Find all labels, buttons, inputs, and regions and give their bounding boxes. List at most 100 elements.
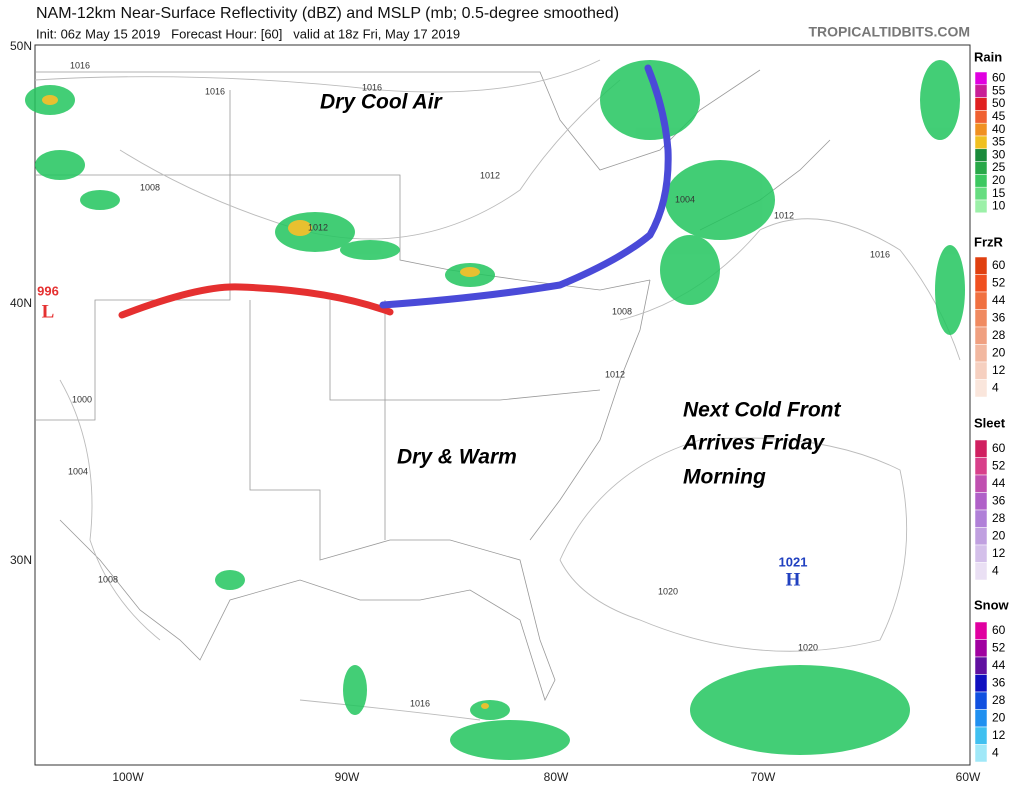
legend-swatch — [974, 709, 988, 728]
isobar-label: 1016 — [70, 60, 90, 70]
isobar-label: 1008 — [612, 306, 632, 316]
lon-label: 70W — [751, 770, 776, 784]
legend-swatch — [974, 135, 988, 150]
legend-title: Sleet — [974, 415, 1006, 430]
legend-level: 4 — [992, 380, 999, 394]
legend-swatch — [974, 174, 988, 188]
legend-swatch — [974, 84, 988, 98]
isobar-label: 1012 — [480, 170, 500, 180]
map-frame — [34, 44, 971, 766]
legend-level: 12 — [992, 728, 1006, 742]
map — [25, 44, 971, 766]
legend-swatch — [974, 291, 988, 310]
legend-level: 12 — [992, 546, 1006, 560]
legend-swatch — [974, 97, 988, 111]
lat-label: 50N — [10, 39, 32, 53]
legend-level: 36 — [992, 310, 1006, 324]
legend-swatch — [974, 691, 988, 710]
legend-swatch — [974, 326, 988, 345]
legend-level: 20 — [992, 345, 1006, 359]
legend-swatch — [974, 110, 988, 124]
isobar-label: 1016 — [205, 86, 225, 96]
legend-swatch — [974, 274, 988, 293]
isobar-label: 1020 — [658, 586, 678, 596]
pressure-value: 996 — [37, 283, 59, 298]
legend-level: 10 — [992, 199, 1006, 213]
annotation: Arrives Friday — [682, 432, 826, 455]
legend-level: 12 — [992, 363, 1006, 377]
legend-level: 28 — [992, 693, 1006, 707]
legend-level: 4 — [992, 745, 999, 759]
legend-level: 44 — [992, 658, 1006, 672]
legend-swatch — [974, 361, 988, 380]
lat-label: 30N — [10, 553, 32, 567]
legend-level: 30 — [992, 147, 1006, 161]
legend-swatch — [974, 621, 988, 640]
legend-swatch — [974, 639, 988, 658]
legend-title: Rain — [974, 49, 1002, 64]
legend-swatch — [974, 379, 988, 398]
legend-title: FrzR — [974, 234, 1004, 249]
legend-title: Snow — [974, 597, 1010, 612]
legend-swatch — [974, 562, 988, 581]
legend-level: 20 — [992, 528, 1006, 542]
isobar-label: 1008 — [98, 574, 118, 584]
pressure-symbol: H — [786, 569, 801, 590]
isobar-label: 1012 — [308, 222, 328, 232]
legend-swatch — [974, 656, 988, 675]
legend-level: 35 — [992, 135, 1006, 149]
legend-level: 44 — [992, 293, 1006, 307]
precip — [25, 60, 965, 760]
legend-level: 15 — [992, 186, 1006, 200]
legend-swatch — [974, 256, 988, 275]
legend-swatch — [974, 148, 988, 162]
isobar-label: 1012 — [774, 210, 794, 220]
legend-level: 52 — [992, 458, 1006, 472]
legend-swatch — [974, 474, 988, 493]
legend-level: 45 — [992, 109, 1006, 123]
annotation: Dry Cool Air — [320, 91, 444, 114]
legend-level: 28 — [992, 328, 1006, 342]
isobar-label: 1004 — [68, 466, 88, 476]
lat-label: 40N — [10, 296, 32, 310]
legend-swatch — [974, 199, 988, 214]
legend-level: 25 — [992, 160, 1006, 174]
isobar-label: 1016 — [870, 249, 890, 259]
legend-swatch — [974, 726, 988, 745]
legend-level: 60 — [992, 258, 1006, 272]
legend-swatch — [974, 71, 988, 86]
legend-swatch — [974, 161, 988, 175]
legend-swatch — [974, 457, 988, 476]
legend-level: 4 — [992, 563, 999, 577]
legend-swatch — [974, 439, 988, 458]
borders — [35, 69, 831, 702]
isobar-label: 1016 — [362, 82, 382, 92]
annotation: Dry & Warm — [397, 446, 517, 469]
legend-level: 44 — [992, 476, 1006, 490]
legend-swatch — [974, 344, 988, 363]
warm-front — [118, 283, 394, 319]
heavy-precip — [42, 95, 489, 709]
isobar-label: 1004 — [675, 194, 695, 204]
isobar-label: 1008 — [140, 182, 160, 192]
legend-level: 60 — [992, 623, 1006, 637]
legend-swatch — [974, 492, 988, 511]
legend-level: 20 — [992, 710, 1006, 724]
legend-level: 50 — [992, 96, 1006, 110]
lon-label: 80W — [544, 770, 569, 784]
legend-level: 52 — [992, 275, 1006, 289]
legend-level: 60 — [992, 71, 1006, 85]
legend-swatch — [974, 544, 988, 563]
lon-label: 100W — [112, 770, 144, 784]
legend-level: 36 — [992, 675, 1006, 689]
subtitle: Init: 06z May 15 2019 Forecast Hour: [60… — [36, 26, 460, 41]
legend-swatch — [974, 309, 988, 328]
legend-swatch — [974, 122, 988, 137]
isobar-label: 1020 — [798, 642, 818, 652]
isobar-label: 1016 — [410, 698, 430, 708]
legend-level: 20 — [992, 173, 1006, 187]
legend-level: 52 — [992, 640, 1006, 654]
legend-swatch — [974, 186, 988, 201]
legend-swatch — [974, 527, 988, 546]
